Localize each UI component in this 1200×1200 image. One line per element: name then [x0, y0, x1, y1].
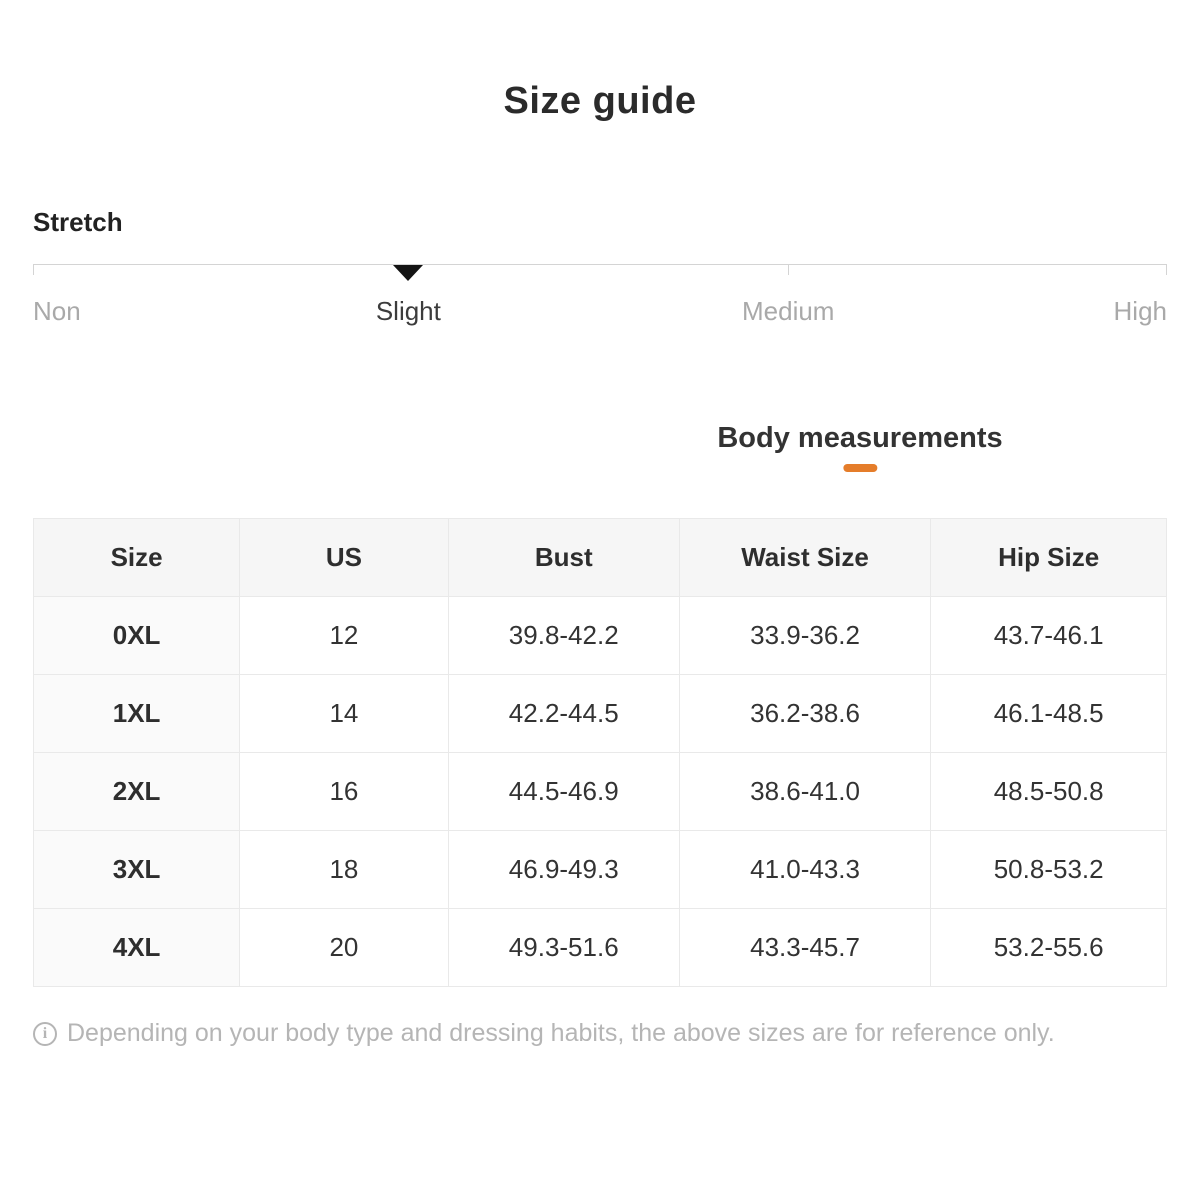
table-row: 1XL 14 42.2-44.5 36.2-38.6 46.1-48.5: [32, 674, 1167, 753]
page-title: Size guide: [503, 80, 697, 122]
cell-us: 18: [239, 830, 449, 909]
stretch-option-high: High: [1113, 296, 1167, 326]
cell-us: 20: [239, 908, 449, 987]
stretch-section: Stretch Non Slight Medium High: [33, 207, 1167, 364]
col-header-bust: Bust: [447, 518, 680, 597]
slider-tick: [1166, 264, 1167, 275]
tab-body-measurements-label: Body measurements: [717, 422, 1003, 454]
stretch-option-medium: Medium: [741, 296, 835, 326]
table-row: 3XL 18 46.9-49.3 41.0-43.3 50.8-53.2: [32, 830, 1167, 909]
stretch-marker-triangle-icon: [393, 265, 424, 281]
stretch-label: Stretch: [33, 207, 123, 237]
measurement-tabs: Body measurements: [33, 422, 1167, 488]
active-tab-underline: [843, 464, 877, 472]
table-row: 0XL 12 39.8-42.2 33.9-36.2 43.7-46.1: [32, 596, 1167, 675]
disclaimer-note: i Depending on your body type and dressi…: [33, 1019, 1167, 1048]
cell-bust: 44.5-46.9: [447, 752, 680, 831]
size-table: Size US Bust Waist Size Hip Size 0XL 12 …: [32, 518, 1167, 987]
cell-hip: 46.1-48.5: [930, 674, 1167, 753]
col-header-us: US: [239, 518, 449, 597]
cell-size: 4XL: [32, 908, 241, 987]
cell-bust: 46.9-49.3: [447, 830, 680, 909]
cell-waist: 41.0-43.3: [678, 830, 932, 909]
slider-track: [33, 264, 1167, 265]
info-icon: i: [33, 1021, 57, 1046]
cell-size: 3XL: [32, 830, 241, 909]
cell-hip: 50.8-53.2: [930, 830, 1167, 909]
cell-bust: 49.3-51.6: [447, 908, 680, 987]
col-header-size: Size: [32, 518, 241, 597]
cell-hip: 43.7-46.1: [930, 596, 1167, 675]
cell-bust: 42.2-44.5: [447, 674, 680, 753]
cell-hip: 48.5-50.8: [930, 752, 1167, 831]
tab-body-measurements[interactable]: Body measurements: [717, 422, 1003, 472]
stretch-option-slight: Slight: [375, 296, 441, 326]
table-header-row: Size US Bust Waist Size Hip Size: [32, 518, 1167, 597]
cell-waist: 33.9-36.2: [678, 596, 932, 675]
cell-waist: 43.3-45.7: [678, 908, 932, 987]
cell-waist: 36.2-38.6: [678, 674, 932, 753]
slider-tick: [33, 264, 34, 275]
col-header-hip: Hip Size: [930, 518, 1167, 597]
cell-size: 1XL: [32, 674, 241, 753]
cell-us: 14: [239, 674, 449, 753]
cell-bust: 39.8-42.2: [447, 596, 680, 675]
col-header-waist: Waist Size: [678, 518, 932, 597]
slider-tick: [788, 264, 790, 275]
disclaimer-text: Depending on your body type and dressing…: [67, 1019, 1055, 1047]
stretch-option-non: Non: [33, 296, 81, 326]
cell-size: 2XL: [32, 752, 241, 831]
table-row: 2XL 16 44.5-46.9 38.6-41.0 48.5-50.8: [32, 752, 1167, 831]
cell-size: 0XL: [32, 596, 241, 675]
cell-hip: 53.2-55.6: [930, 908, 1167, 987]
cell-us: 16: [239, 752, 449, 831]
cell-us: 12: [239, 596, 449, 675]
stretch-slider: Non Slight Medium High: [33, 264, 1167, 364]
table-row: 4XL 20 49.3-51.6 43.3-45.7 53.2-55.6: [32, 908, 1167, 987]
cell-waist: 38.6-41.0: [678, 752, 932, 831]
